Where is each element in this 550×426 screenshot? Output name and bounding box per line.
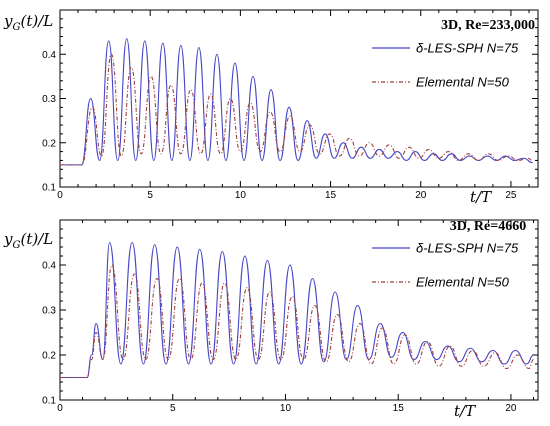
legend-entry: Elemental N=50 — [416, 75, 510, 90]
y-axis-label: yG(t)/L — [3, 12, 53, 33]
x-tick-label: 0 — [57, 190, 63, 201]
y-tick-label: 0.2 — [42, 351, 56, 362]
chart-title: 3D, Re=233,000 — [441, 18, 535, 33]
series-line-elemental — [60, 264, 534, 379]
y-tick-label: 0.1 — [42, 183, 56, 194]
y-tick-label: 0.1 — [42, 396, 56, 407]
x-axis-label: t/T — [454, 402, 476, 420]
y-axis-label: yG(t)/L — [3, 230, 53, 251]
series-line-sph — [60, 241, 534, 379]
x-tick-label: 5 — [147, 190, 153, 201]
x-axis-label: t/T — [470, 188, 492, 206]
y-tick-label: 0.4 — [42, 261, 56, 272]
series-line-sph — [60, 38, 533, 166]
series-lines — [60, 241, 534, 379]
x-tick-label: 20 — [415, 190, 427, 201]
legend-entry: Elemental N=50 — [416, 275, 510, 290]
chart-panel-bottom: 0 5 10 15 20 0.1 0.2 0.3 0.4 δ-LES-SPH N=75 Elemen… — [3, 219, 539, 420]
y-tick-label: 0.3 — [42, 94, 56, 105]
x-tick-label: 10 — [235, 190, 247, 201]
y-tick-label: 0.4 — [42, 50, 56, 61]
x-tick-label: 15 — [393, 403, 405, 414]
series-lines — [60, 38, 533, 166]
x-tick-label: 20 — [505, 403, 517, 414]
chart-panel-top: 0 5 10 15 20 25 0.1 0.2 0.3 0.4 δ-LES-SPH N=75 Elem… — [3, 9, 539, 206]
x-tick-label: 5 — [170, 403, 176, 414]
x-tick-label: 10 — [280, 403, 292, 414]
chart-title: 3D, Re=4660 — [450, 219, 526, 234]
legend-entry: δ-LES-SPH N=75 — [416, 41, 519, 56]
x-tick-label: 15 — [325, 190, 337, 201]
x-tick-label: 25 — [505, 190, 517, 201]
y-tick-label: 0.2 — [42, 138, 56, 149]
series-line-elemental — [60, 53, 533, 166]
legend-entry: δ-LES-SPH N=75 — [416, 241, 519, 256]
y-tick-label: 0.3 — [42, 306, 56, 317]
x-tick-label: 0 — [57, 403, 63, 414]
